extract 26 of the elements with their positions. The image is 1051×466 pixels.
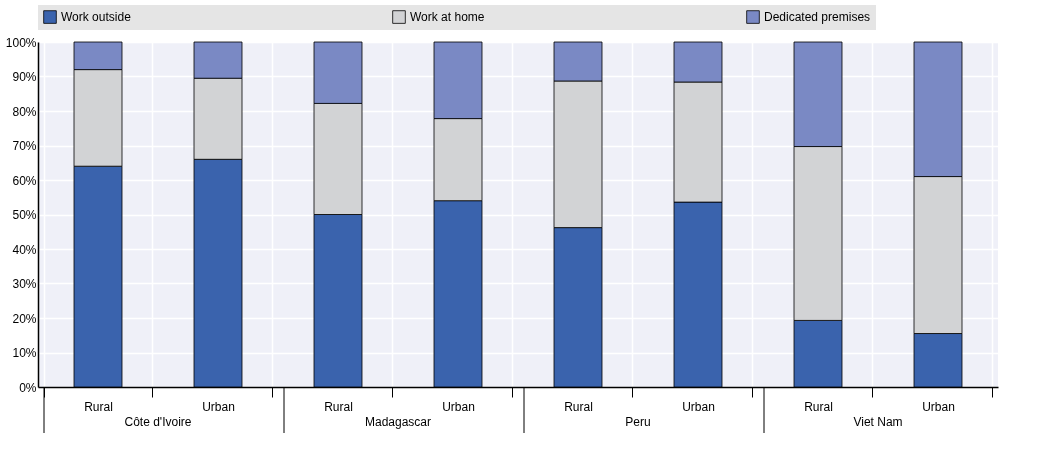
x-tick-label: Urban [202,399,235,414]
x-tick-label: Rural [324,399,353,414]
x-tick-label: Rural [804,399,833,414]
text: Madagascar [364,415,432,429]
x-tick-label: Urban [922,399,955,414]
y-tick-label: 10% [12,346,37,360]
x-tick-label: Urban [442,399,475,414]
y-tick-label: 60% [12,173,37,188]
text: Côte d'Ivoire [124,415,192,429]
y-tick-label: 80% [12,104,37,119]
legend-label: Work outside [61,10,132,25]
legend-label: Work at home [410,10,485,25]
y-tick-label: 100% [5,35,37,50]
x-tick-label: Rural [84,399,113,414]
y-tick-label: 70% [12,139,37,153]
x-tick-label: Rural [564,399,593,414]
text: Viet Nam [853,415,903,429]
y-tick-label: 0% [19,380,37,395]
y-tick-label: 40% [12,242,37,257]
y-tick-label: 50% [12,208,37,222]
y-tick-label: 20% [12,311,37,326]
y-tick-label: 90% [12,70,37,84]
x-tick-label: Urban [682,399,715,414]
y-tick-label: 30% [12,277,37,291]
legend-label: Dedicated premises [764,10,871,25]
text: Peru [625,415,651,429]
